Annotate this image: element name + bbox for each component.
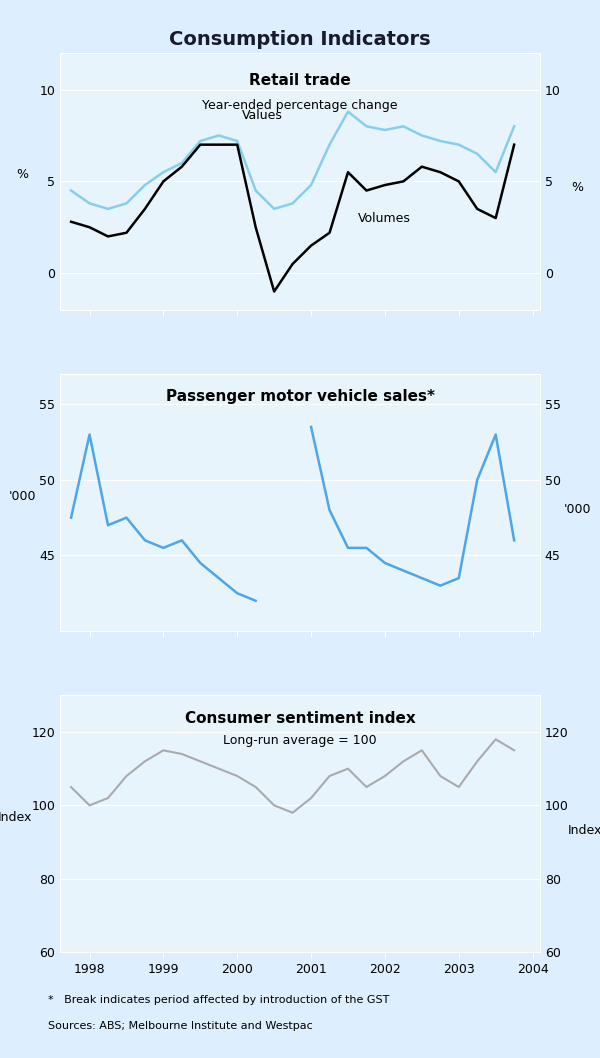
Text: Long-run average = 100: Long-run average = 100 [223, 734, 377, 747]
Y-axis label: Index: Index [0, 810, 32, 824]
Y-axis label: '000: '000 [564, 503, 591, 515]
Text: *   Break indicates period affected by introduction of the GST: * Break indicates period affected by int… [48, 995, 389, 1004]
Text: Retail trade: Retail trade [249, 73, 351, 89]
Text: Values: Values [242, 109, 283, 123]
Text: Consumer sentiment index: Consumer sentiment index [185, 711, 415, 726]
Text: Consumption Indicators: Consumption Indicators [169, 30, 431, 49]
Y-axis label: %: % [571, 181, 583, 195]
Y-axis label: %: % [17, 168, 29, 181]
Text: Passenger motor vehicle sales*: Passenger motor vehicle sales* [166, 389, 434, 404]
Text: Sources: ABS; Melbourne Institute and Westpac: Sources: ABS; Melbourne Institute and We… [48, 1021, 313, 1030]
Y-axis label: '000: '000 [9, 490, 36, 503]
Text: Volumes: Volumes [358, 213, 410, 225]
Y-axis label: Index: Index [568, 824, 600, 837]
Text: Year-ended percentage change: Year-ended percentage change [202, 99, 398, 112]
